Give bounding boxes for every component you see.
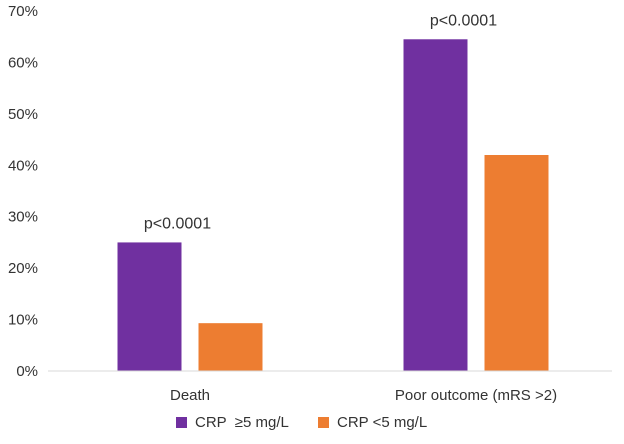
legend-label: CRP ≥5 mg/L bbox=[195, 414, 289, 431]
bars-group bbox=[117, 39, 549, 372]
y-axis: 0% 10% 20% 30% 40% 50% 60% 70% bbox=[8, 3, 38, 380]
y-tick-label: 30% bbox=[8, 209, 38, 226]
legend-label: CRP <5 mg/L bbox=[337, 414, 427, 431]
bar-crp-high-death bbox=[117, 242, 182, 371]
y-tick-label: 0% bbox=[16, 363, 38, 380]
y-tick-label: 60% bbox=[8, 54, 38, 71]
p-value-annotation: p<0.0001 bbox=[144, 215, 211, 232]
legend-swatch bbox=[318, 417, 329, 428]
y-tick-label: 10% bbox=[8, 312, 38, 329]
y-tick-label: 50% bbox=[8, 106, 38, 123]
y-tick-label: 20% bbox=[8, 260, 38, 277]
legend-swatch bbox=[176, 417, 187, 428]
x-axis: Death Poor outcome (mRS >2) bbox=[170, 387, 557, 404]
x-tick-label: Poor outcome (mRS >2) bbox=[395, 387, 557, 404]
y-tick-label: 70% bbox=[8, 3, 38, 20]
x-tick-label: Death bbox=[170, 387, 210, 404]
legend: CRP ≥5 mg/L CRP <5 mg/L bbox=[176, 414, 427, 431]
bar-crp-low-death bbox=[198, 323, 263, 371]
p-value-annotation: p<0.0001 bbox=[430, 12, 497, 29]
annotations: p<0.0001 p<0.0001 bbox=[144, 12, 497, 232]
y-tick-label: 40% bbox=[8, 157, 38, 174]
bar-crp-high-poor-outcome bbox=[403, 39, 468, 372]
bar-crp-low-poor-outcome bbox=[484, 155, 549, 371]
